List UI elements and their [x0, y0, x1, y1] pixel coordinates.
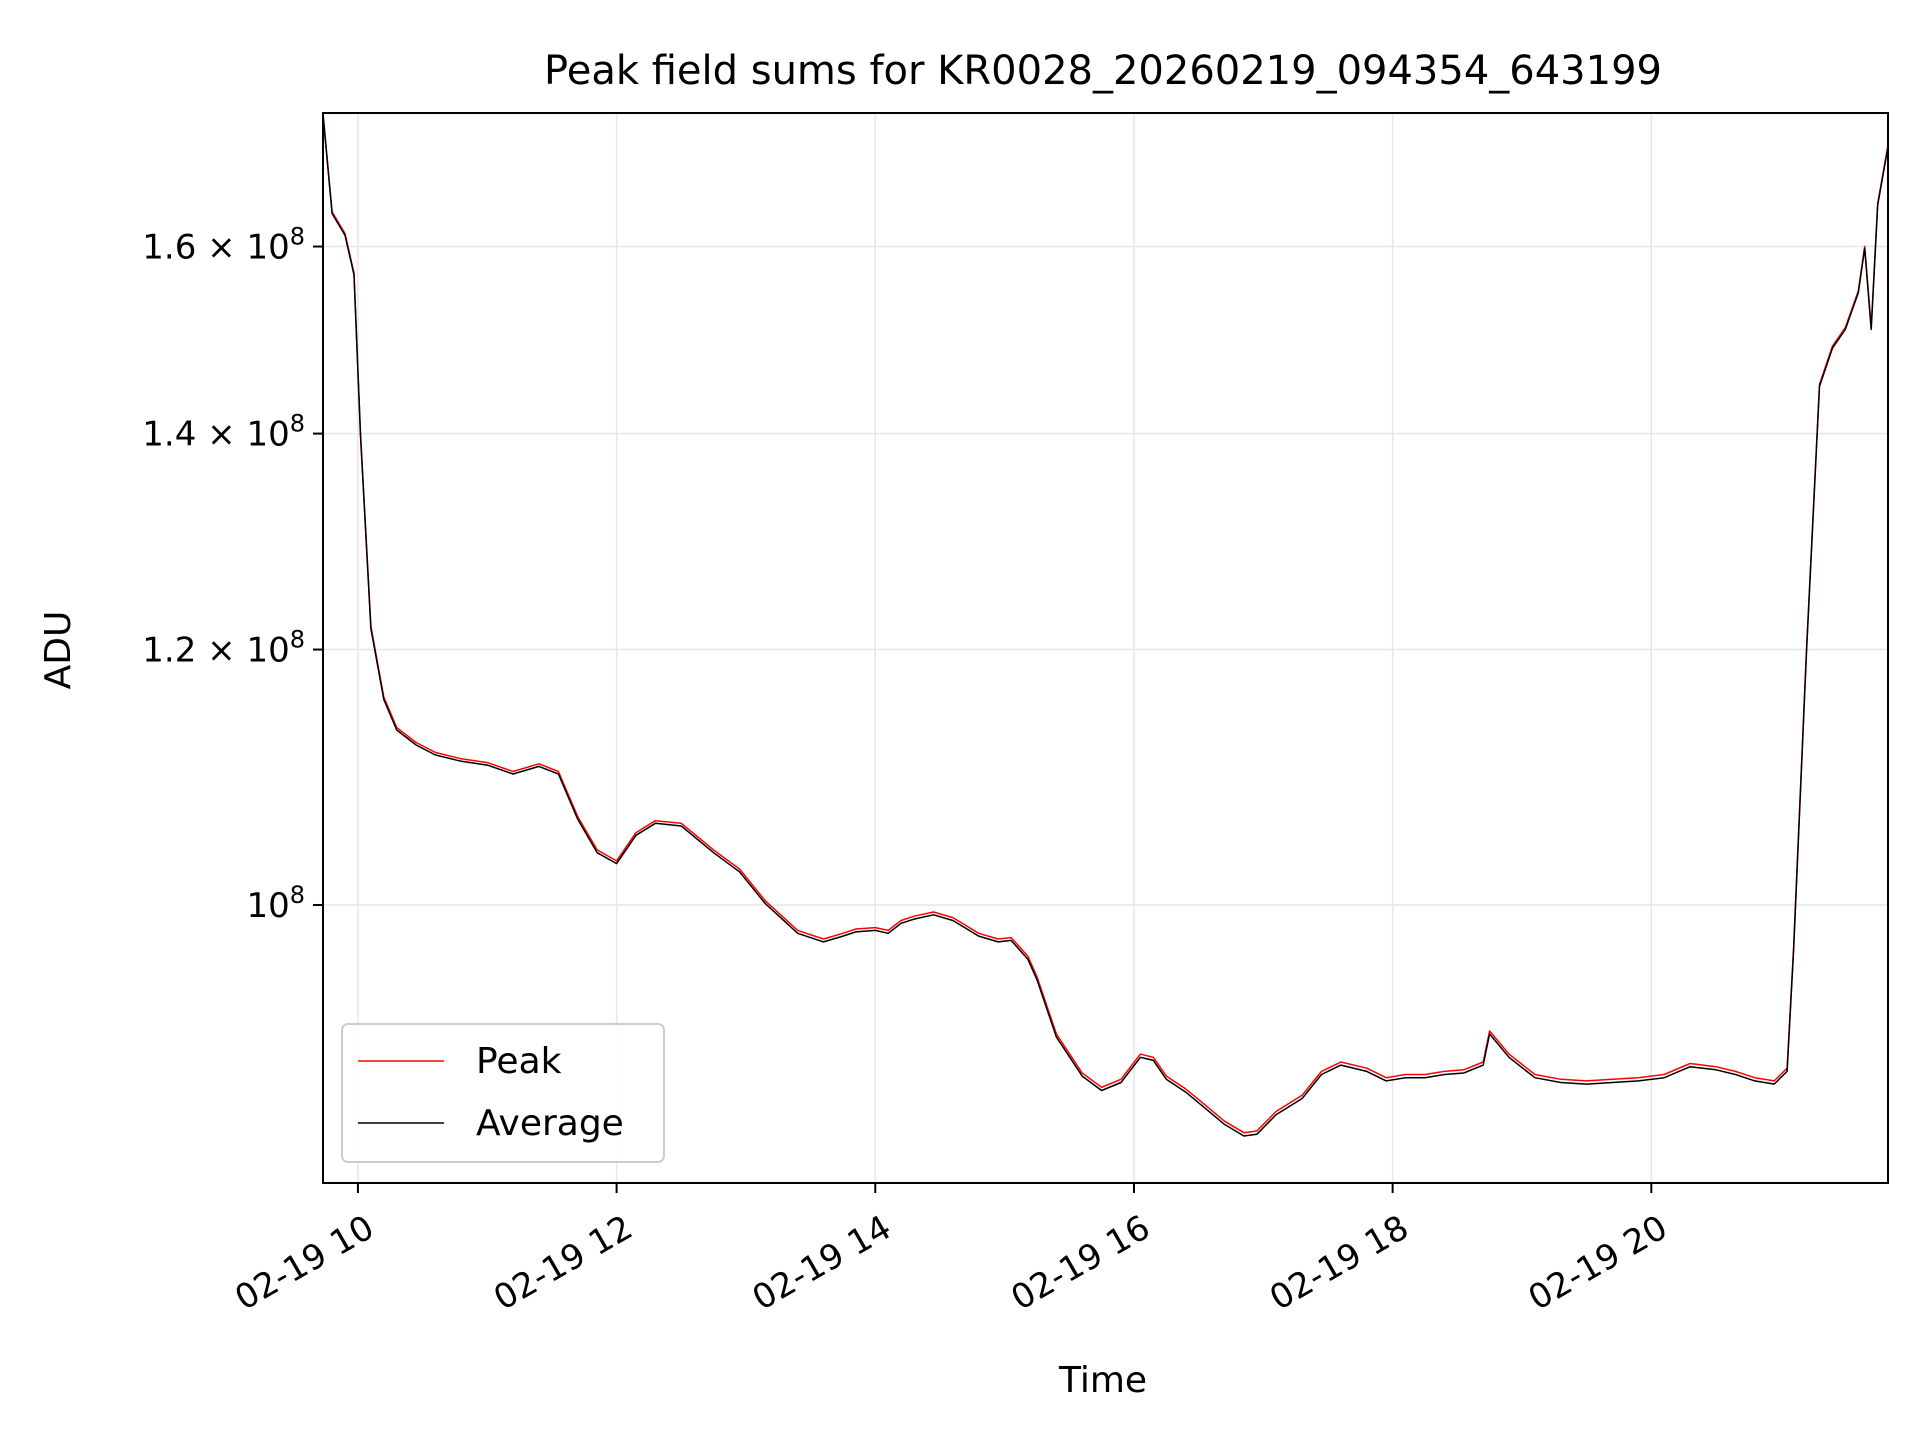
legend-box: [341, 1023, 665, 1163]
legend-label-average: Average: [476, 1103, 624, 1144]
chart-title: Peak field sums for KR0028_20260219_0943…: [544, 48, 1662, 94]
series-line-average: [322, 114, 1889, 1137]
plot-frame: [322, 112, 1889, 1184]
y-axis: 108 1.2 × 108 1.4 × 108 1.6 × 108: [142, 223, 323, 926]
y-tick-label: 108: [246, 881, 305, 926]
x-axis-label: Time: [1058, 1360, 1147, 1401]
legend-label-peak: Peak: [476, 1041, 562, 1082]
y-tick-label: 1.4 × 108: [142, 410, 305, 455]
legend: Peak Average: [341, 1023, 665, 1163]
grid: [323, 113, 1888, 1183]
series-group: [322, 112, 1889, 1137]
y-axis-label: ADU: [38, 611, 79, 690]
y-tick-label: 1.6 × 108: [142, 223, 305, 268]
y-tick-label: 1.2 × 108: [142, 626, 305, 671]
series-line-peak: [322, 112, 1889, 1134]
